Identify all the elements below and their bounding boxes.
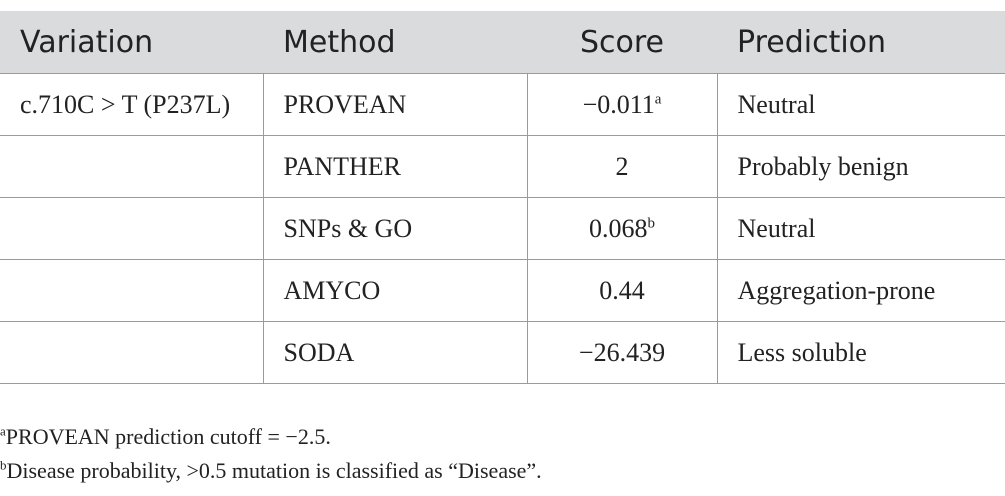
cell-variation: [0, 259, 263, 322]
table-row: SNPs & GO 0.068b Neutral: [0, 197, 1005, 260]
footnote-mark: a: [654, 90, 662, 107]
table-row: PANTHER 2 Probably benign: [0, 135, 1005, 198]
cell-method: SODA: [262, 321, 527, 384]
score-value: −26.439: [578, 337, 666, 367]
cell-variation: c.710C > T (P237L): [0, 73, 263, 136]
cell-method: AMYCO: [262, 259, 527, 322]
cell-variation: [0, 321, 263, 384]
table-row: c.710C > T (P237L) PROVEAN −0.011a Neutr…: [0, 73, 1005, 136]
cell-variation: [0, 197, 263, 260]
footnote-text: Disease probability, >0.5 mutation is cl…: [6, 458, 542, 483]
footnote-mark: a: [0, 423, 6, 439]
footnote-a: aPROVEAN prediction cutoff = −2.5.: [0, 420, 542, 454]
score-value: −0.011: [582, 89, 655, 119]
cell-prediction: Less soluble: [716, 321, 1005, 384]
cell-score: 0.44: [526, 259, 717, 322]
score-value: 0.068: [589, 213, 648, 243]
score-value: 2: [615, 151, 629, 181]
table-row: SODA −26.439 Less soluble: [0, 321, 1005, 384]
header-score: Score: [527, 11, 717, 74]
header-prediction: Prediction: [717, 11, 1005, 74]
table-body: c.710C > T (P237L) PROVEAN −0.011a Neutr…: [0, 73, 1005, 384]
cell-prediction: Neutral: [716, 73, 1005, 136]
footnote-b: bDisease probability, >0.5 mutation is c…: [0, 454, 542, 488]
cell-score: −0.011a: [526, 73, 717, 136]
header-row: Variation Method Score Prediction: [0, 11, 1005, 74]
cell-score: 0.068b: [526, 197, 717, 260]
footnote-mark: b: [647, 214, 656, 231]
results-table: Variation Method Score Prediction c.710C…: [0, 11, 1005, 384]
cell-variation: [0, 135, 263, 198]
header-method: Method: [263, 11, 527, 74]
table-row: AMYCO 0.44 Aggregation-prone: [0, 259, 1005, 322]
score-value: 0.44: [599, 275, 645, 305]
table-header: Variation Method Score Prediction: [0, 11, 1005, 74]
cell-method: PROVEAN: [262, 73, 527, 136]
cell-score: 2: [526, 135, 717, 198]
cell-score: −26.439: [526, 321, 717, 384]
cell-prediction: Aggregation-prone: [716, 259, 1005, 322]
cell-prediction: Probably benign: [716, 135, 1005, 198]
cell-prediction: Neutral: [716, 197, 1005, 260]
footnote-mark: b: [0, 457, 7, 473]
cell-method: SNPs & GO: [262, 197, 527, 260]
footnote-text: PROVEAN prediction cutoff = −2.5.: [5, 424, 331, 449]
cell-method: PANTHER: [262, 135, 527, 198]
header-variation: Variation: [0, 11, 263, 74]
table-footnotes: aPROVEAN prediction cutoff = −2.5. bDise…: [0, 420, 542, 488]
